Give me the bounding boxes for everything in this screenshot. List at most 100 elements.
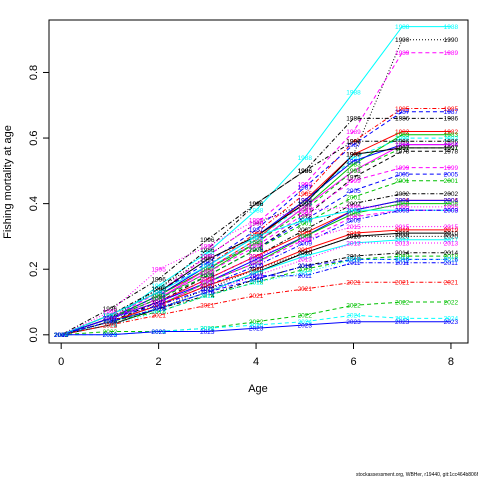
point-label-1982-age-6: 1982 bbox=[346, 152, 361, 159]
point-label-1989-age-0: 1989 bbox=[54, 332, 69, 339]
point-label-2013-age-2: 2013 bbox=[151, 306, 166, 313]
point-label-1992-age-7: 1992 bbox=[395, 208, 410, 215]
point-label-2004-age-2: 2004 bbox=[151, 299, 166, 306]
footer-credit: stockassessment.org, WBHer, r19440, git:… bbox=[355, 472, 478, 478]
point-label-1998-age-2: 1998 bbox=[151, 296, 166, 303]
point-label-1987-age-3: 1987 bbox=[200, 260, 215, 267]
point-label-1985-age-7: 1985 bbox=[395, 106, 410, 113]
point-label-2023-age-1: 2023 bbox=[103, 332, 118, 339]
point-label-2021-age-1: 2021 bbox=[103, 322, 118, 329]
point-label-1978-age-2: 1978 bbox=[151, 299, 166, 306]
point-label-1978-age-0: 1978 bbox=[54, 332, 69, 339]
point-label-1994-age-6: 1994 bbox=[346, 158, 361, 165]
point-label-2019-age-6: 2019 bbox=[346, 230, 361, 237]
point-label-1999-age-1: 1999 bbox=[103, 316, 118, 323]
point-label-2002-age-3: 2002 bbox=[200, 276, 215, 283]
point-label-2006-age-4: 2006 bbox=[249, 253, 264, 260]
point-label-2016-age-3: 2016 bbox=[200, 290, 215, 297]
point-label-2003-age-6: 2003 bbox=[346, 214, 361, 221]
y-axis-label: Fishing mortality at age bbox=[2, 125, 14, 239]
point-label-1996-age-1: 1996 bbox=[103, 306, 118, 313]
point-label-2005-age-7: 2005 bbox=[395, 171, 410, 178]
series-line-1998 bbox=[61, 144, 451, 336]
y-tick-label-0: 0.0 bbox=[28, 327, 40, 342]
point-label-1992-age-5: 1992 bbox=[298, 217, 313, 224]
point-label-1995-age-5: 1995 bbox=[298, 208, 313, 215]
point-label-2015-age-2: 2015 bbox=[151, 299, 166, 306]
point-label-2009-age-4: 2009 bbox=[249, 263, 264, 270]
series-line-1993 bbox=[61, 137, 451, 336]
point-label-2002-age-4: 2002 bbox=[249, 253, 264, 260]
point-label-2014-age-5: 2014 bbox=[298, 263, 313, 270]
point-label-2009-age-1: 2009 bbox=[103, 319, 118, 326]
point-label-2023-age-6: 2023 bbox=[346, 319, 361, 326]
point-label-1994-age-1: 1994 bbox=[103, 316, 118, 323]
point-label-2015-age-8: 2015 bbox=[444, 224, 459, 231]
point-label-1992-age-2: 1992 bbox=[151, 290, 166, 297]
point-label-1989-age-7: 1989 bbox=[395, 50, 410, 57]
point-label-2006-age-6: 2006 bbox=[346, 208, 361, 215]
point-label-2022-age-6: 2022 bbox=[346, 303, 361, 310]
point-label-2010-age-3: 2010 bbox=[200, 290, 215, 297]
series-line-1996 bbox=[60, 140, 451, 336]
point-label-1988-age-7: 1988 bbox=[395, 24, 410, 31]
point-label-1983-age-1: 1983 bbox=[103, 316, 118, 323]
point-label-2021-age-3: 2021 bbox=[200, 303, 215, 310]
point-label-2001-age-1: 2001 bbox=[103, 316, 118, 323]
point-label-1995-age-4: 1995 bbox=[249, 217, 264, 224]
point-label-1990-age-8: 1990 bbox=[444, 37, 459, 44]
y-tick-label-4: 0.8 bbox=[28, 65, 40, 80]
point-label-2018-age-4: 2018 bbox=[249, 280, 264, 287]
point-label-2011-age-0: 2011 bbox=[54, 332, 68, 339]
point-label-1998-age-7: 1998 bbox=[395, 142, 410, 149]
series-line-2004 bbox=[61, 199, 451, 336]
point-label-2006-age-1: 2006 bbox=[103, 316, 118, 323]
point-label-2019-age-1: 2019 bbox=[103, 319, 118, 326]
series-layer bbox=[60, 26, 451, 336]
series-line-2023 bbox=[61, 321, 451, 336]
point-label-1994-age-5: 1994 bbox=[298, 198, 313, 205]
point-label-1986-age-4: 1986 bbox=[249, 201, 264, 208]
series-line-1999 bbox=[61, 167, 451, 336]
point-label-1994-age-4: 1994 bbox=[249, 234, 264, 241]
point-label-1985-age-6: 1985 bbox=[346, 139, 361, 146]
series-line-1992 bbox=[61, 209, 451, 336]
point-label-2023-age-8: 2023 bbox=[444, 319, 459, 326]
point-label-2013-age-4: 2013 bbox=[249, 273, 264, 280]
point-label-2005-age-4: 2005 bbox=[249, 247, 264, 254]
point-label-1991-age-7: 1991 bbox=[395, 145, 410, 152]
point-label-1998-age-6: 1998 bbox=[346, 168, 361, 175]
point-label-1986-age-2: 1986 bbox=[151, 286, 166, 293]
point-label-2013-age-0: 2013 bbox=[54, 332, 69, 339]
point-label-1986-age-7: 1986 bbox=[395, 116, 410, 123]
point-label-2023-age-0: 2023 bbox=[54, 332, 69, 339]
point-label-1991-age-0: 1991 bbox=[54, 332, 69, 339]
point-label-1999-age-6: 1999 bbox=[346, 178, 361, 185]
point-label-1996-age-3: 1996 bbox=[200, 237, 215, 244]
point-label-2018-age-5: 2018 bbox=[298, 267, 313, 274]
point-label-2010-age-8: 2010 bbox=[444, 230, 459, 237]
point-label-2024-age-4: 2024 bbox=[249, 322, 264, 329]
point-label-1994-age-7: 1994 bbox=[395, 142, 410, 149]
point-label-2018-age-2: 2018 bbox=[151, 309, 166, 316]
point-label-1993-age-3: 1993 bbox=[200, 267, 215, 274]
point-label-1993-age-5: 1993 bbox=[298, 201, 313, 208]
point-label-1997-age-0: 1997 bbox=[54, 332, 69, 339]
series-line-1995 bbox=[60, 206, 451, 336]
point-label-2010-age-0: 2010 bbox=[54, 332, 69, 339]
point-label-2024-age-7: 2024 bbox=[395, 316, 410, 323]
point-label-2012-age-6: 2012 bbox=[346, 257, 361, 264]
point-label-2022-age-1: 2022 bbox=[103, 329, 118, 336]
point-label-2012-age-2: 2012 bbox=[151, 309, 166, 316]
point-label-1978-age-7: 1978 bbox=[395, 149, 410, 156]
point-label-1987-age-0: 1987 bbox=[54, 332, 69, 339]
point-label-2024-age-8: 2024 bbox=[444, 316, 459, 323]
point-label-1996-age-5: 1996 bbox=[298, 168, 313, 175]
point-label-2020-age-4: 2020 bbox=[249, 267, 264, 274]
point-label-1991-age-3: 1991 bbox=[200, 267, 215, 274]
point-label-1988-age-0: 1988 bbox=[54, 332, 69, 339]
point-label-2021-age-4: 2021 bbox=[249, 293, 264, 300]
point-label-1994-age-0: 1994 bbox=[54, 332, 69, 339]
point-label-2005-age-5: 2005 bbox=[298, 217, 313, 224]
point-label-1998-age-0: 1998 bbox=[54, 332, 69, 339]
